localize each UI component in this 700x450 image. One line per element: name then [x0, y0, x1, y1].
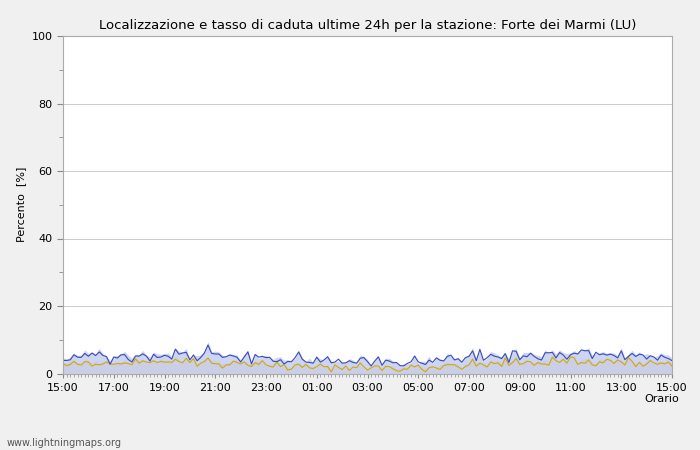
Title: Localizzazione e tasso di caduta ultime 24h per la stazione: Forte dei Marmi (LU: Localizzazione e tasso di caduta ultime … [99, 19, 636, 32]
Y-axis label: Percento  [%]: Percento [%] [16, 167, 26, 243]
Text: Orario: Orario [644, 394, 679, 404]
Text: www.lightningmaps.org: www.lightningmaps.org [7, 438, 122, 448]
